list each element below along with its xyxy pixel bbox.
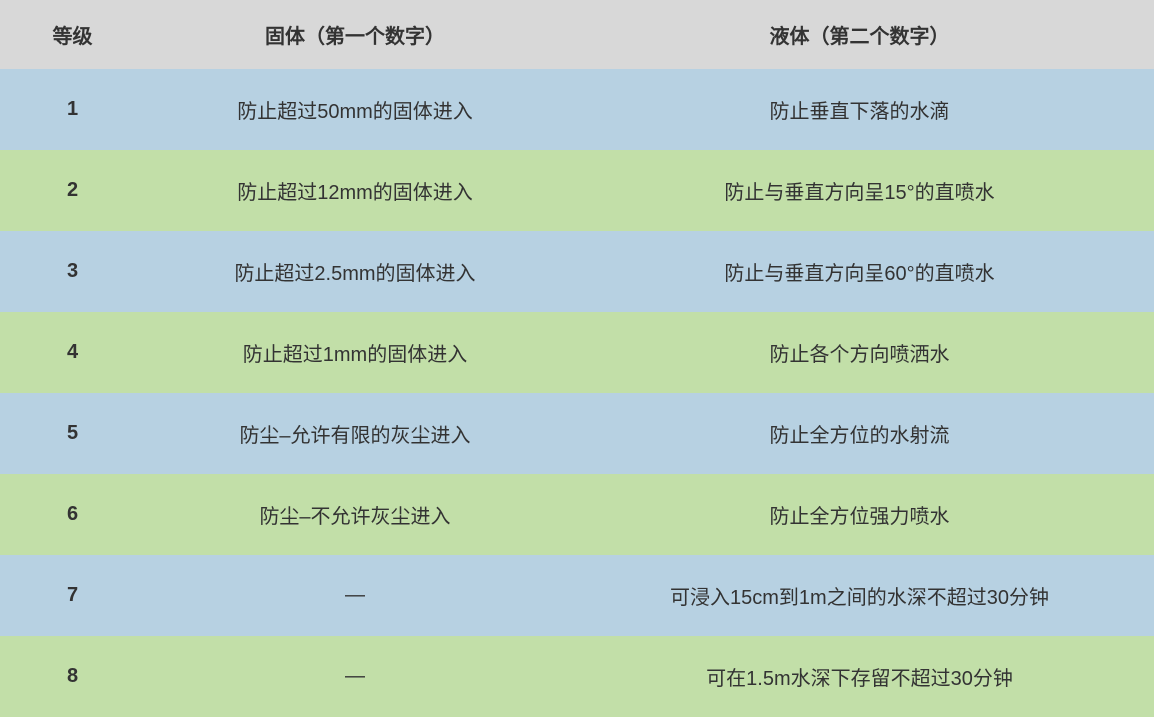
table-row: 3 防止超过2.5mm的固体进入 防止与垂直方向呈60°的直喷水: [0, 231, 1154, 312]
col-header-liquid: 液体（第二个数字）: [565, 0, 1154, 69]
cell-level: 1: [0, 69, 145, 150]
cell-liquid: 防止全方位的水射流: [565, 393, 1154, 474]
cell-solid: —: [145, 636, 565, 717]
cell-solid: 防止超过1mm的固体进入: [145, 312, 565, 393]
cell-level: 2: [0, 150, 145, 231]
cell-solid: 防止超过50mm的固体进入: [145, 69, 565, 150]
cell-solid: 防止超过12mm的固体进入: [145, 150, 565, 231]
cell-solid: 防止超过2.5mm的固体进入: [145, 231, 565, 312]
ip-rating-table: 等级 固体（第一个数字） 液体（第二个数字） 1 防止超过50mm的固体进入 防…: [0, 0, 1154, 717]
cell-solid: 防尘–允许有限的灰尘进入: [145, 393, 565, 474]
cell-level: 4: [0, 312, 145, 393]
cell-liquid: 防止全方位强力喷水: [565, 474, 1154, 555]
cell-level: 7: [0, 555, 145, 636]
col-header-solid: 固体（第一个数字）: [145, 0, 565, 69]
cell-level: 3: [0, 231, 145, 312]
table-row: 7 — 可浸入15cm到1m之间的水深不超过30分钟: [0, 555, 1154, 636]
cell-liquid: 防止与垂直方向呈15°的直喷水: [565, 150, 1154, 231]
table-row: 4 防止超过1mm的固体进入 防止各个方向喷洒水: [0, 312, 1154, 393]
cell-level: 8: [0, 636, 145, 717]
table-row: 5 防尘–允许有限的灰尘进入 防止全方位的水射流: [0, 393, 1154, 474]
cell-solid: 防尘–不允许灰尘进入: [145, 474, 565, 555]
table-row: 8 — 可在1.5m水深下存留不超过30分钟: [0, 636, 1154, 717]
cell-liquid: 可浸入15cm到1m之间的水深不超过30分钟: [565, 555, 1154, 636]
cell-liquid: 防止与垂直方向呈60°的直喷水: [565, 231, 1154, 312]
table-row: 1 防止超过50mm的固体进入 防止垂直下落的水滴: [0, 69, 1154, 150]
cell-liquid: 可在1.5m水深下存留不超过30分钟: [565, 636, 1154, 717]
table-row: 2 防止超过12mm的固体进入 防止与垂直方向呈15°的直喷水: [0, 150, 1154, 231]
cell-solid: —: [145, 555, 565, 636]
col-header-level: 等级: [0, 0, 145, 69]
cell-liquid: 防止垂直下落的水滴: [565, 69, 1154, 150]
cell-liquid: 防止各个方向喷洒水: [565, 312, 1154, 393]
cell-level: 5: [0, 393, 145, 474]
table-header-row: 等级 固体（第一个数字） 液体（第二个数字）: [0, 0, 1154, 69]
table-row: 6 防尘–不允许灰尘进入 防止全方位强力喷水: [0, 474, 1154, 555]
cell-level: 6: [0, 474, 145, 555]
